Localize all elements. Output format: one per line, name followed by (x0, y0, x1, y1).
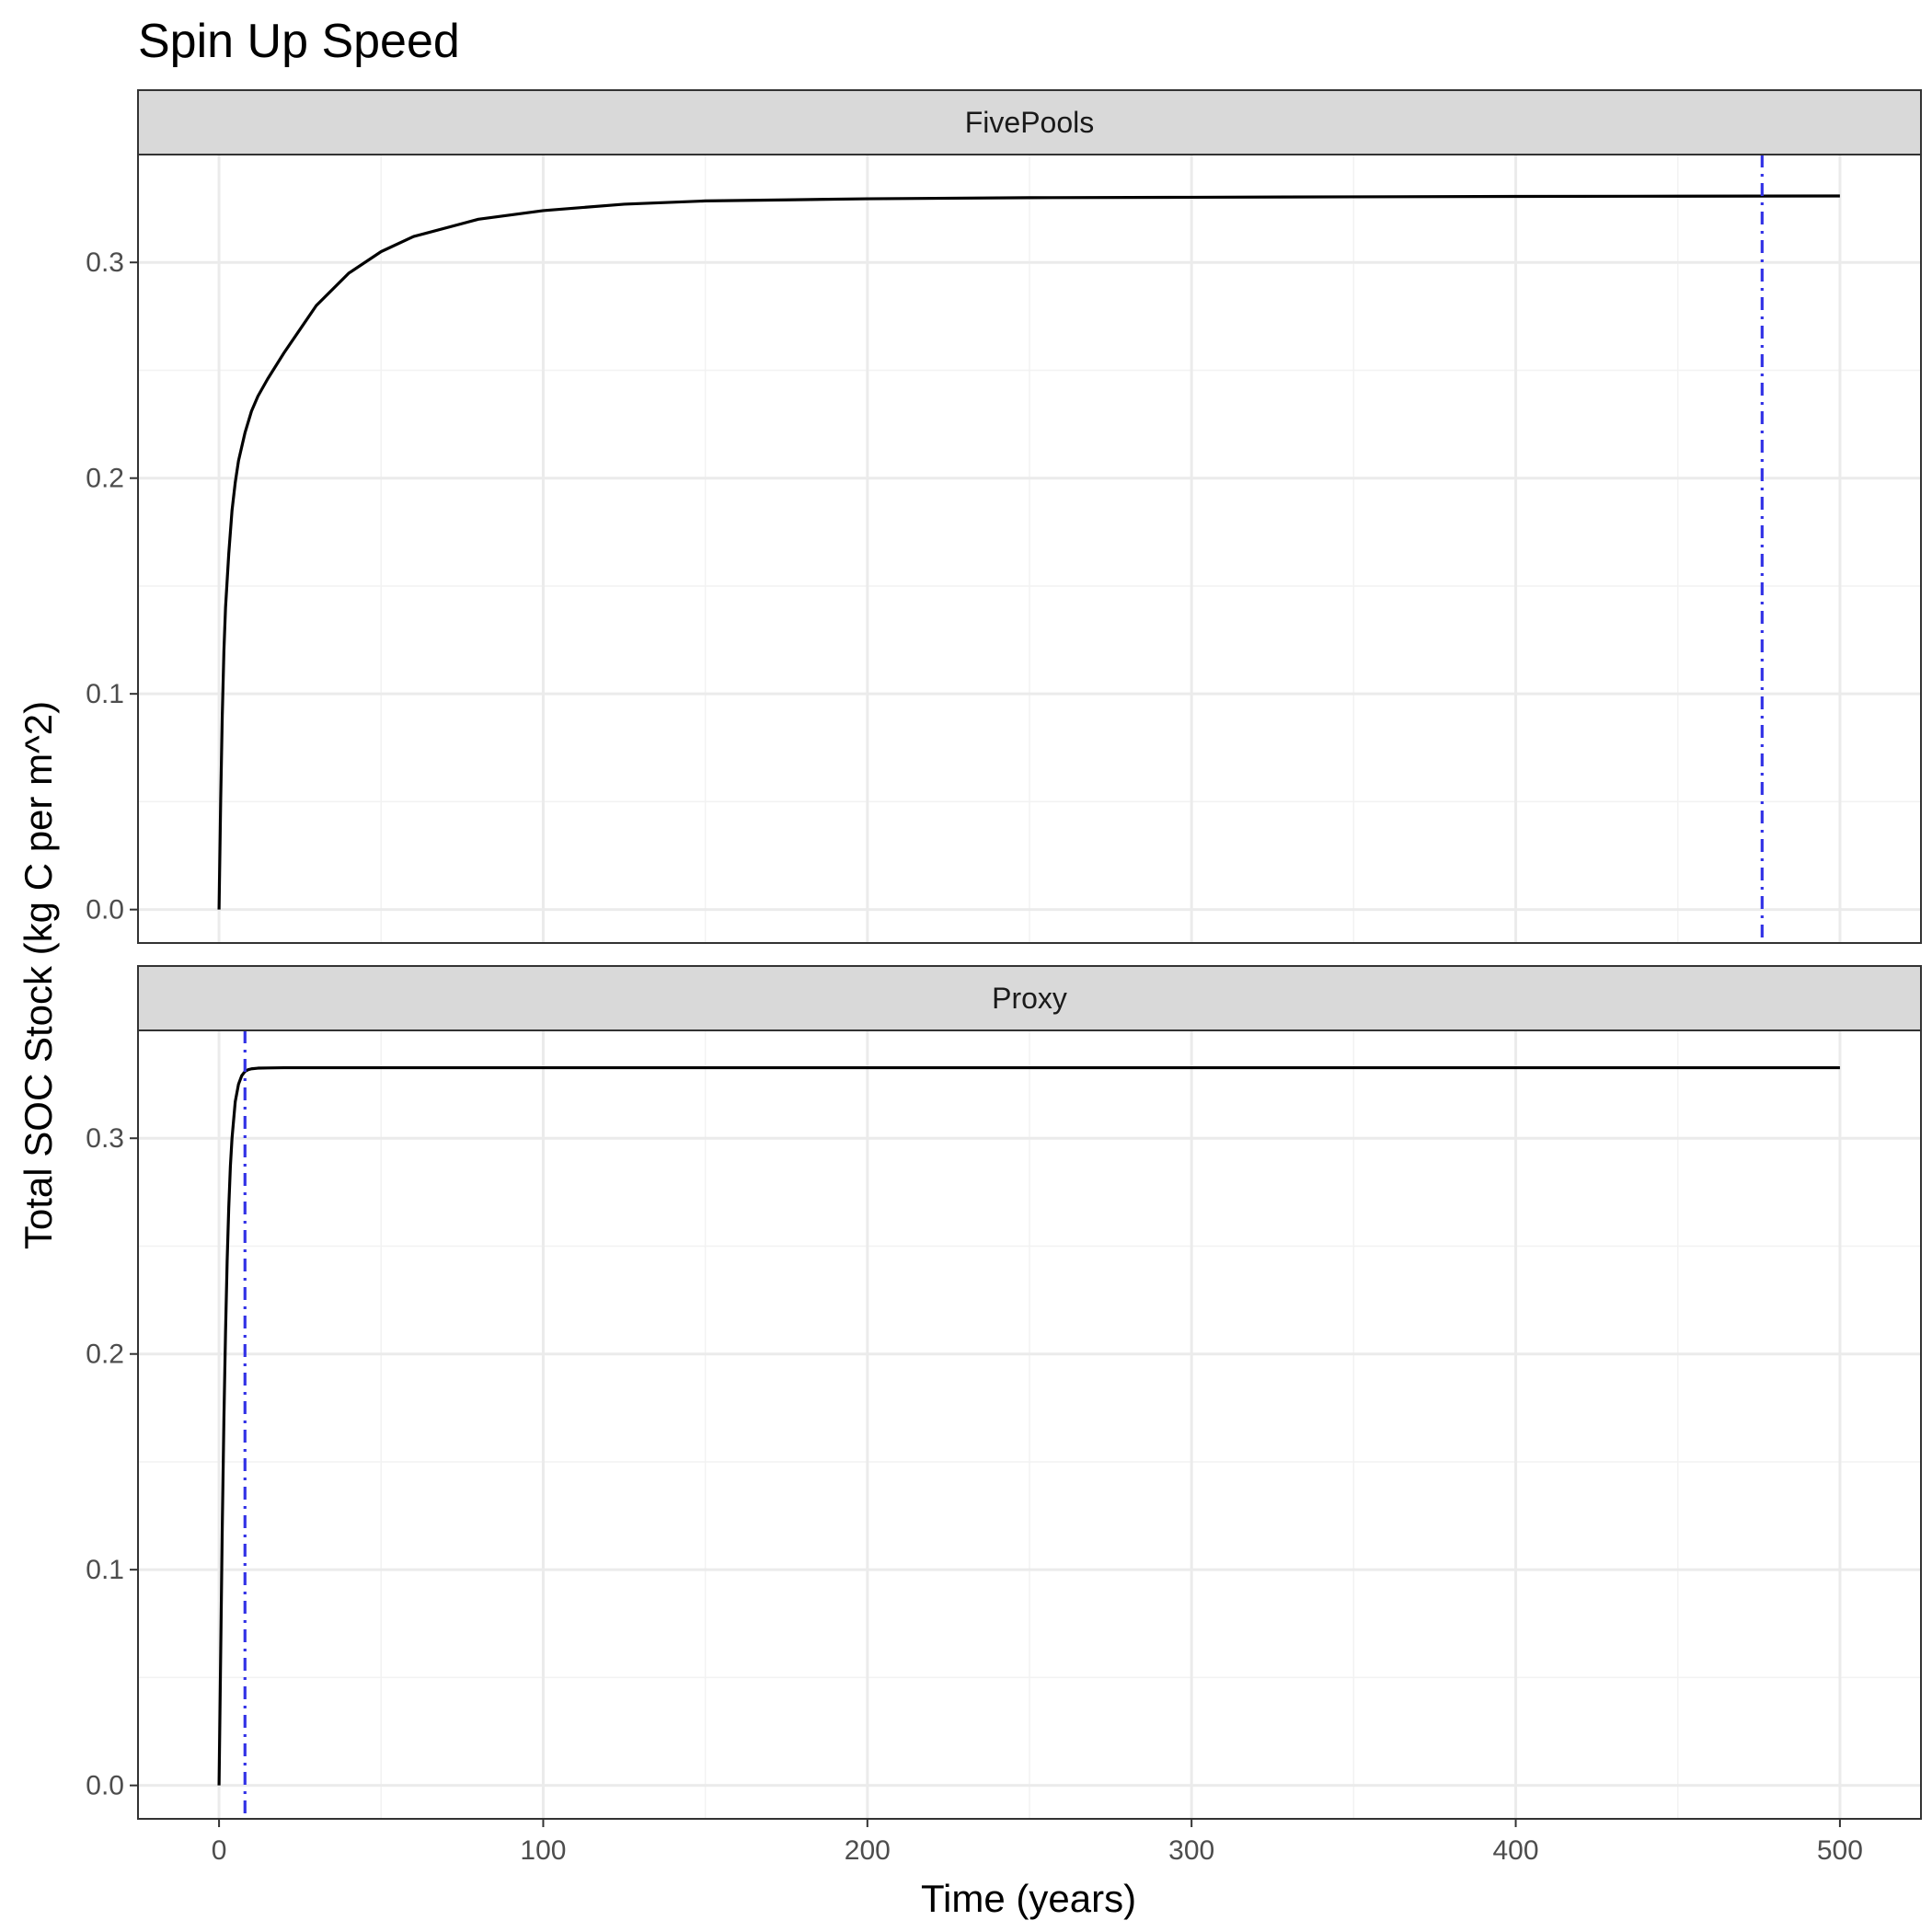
y-tick-label: 0.1 (86, 679, 124, 709)
y-tick-label: 0.2 (86, 1340, 124, 1370)
panel-fivepools: FivePools 0.0 0.1 0.2 0.3 (86, 89, 1922, 944)
facet-label-proxy: Proxy (992, 982, 1067, 1015)
facet-label-fivepools: FivePools (965, 106, 1095, 139)
panel-border-fivepools (137, 154, 1922, 944)
y-tick-label: 0.2 (86, 464, 124, 494)
panel-proxy: Proxy 0.0 0.1 0.2 0.3 (86, 965, 1922, 1820)
y-axis-title: Total SOC Stock (kg C per m^2) (17, 701, 60, 1249)
facet-panels: FivePools 0.0 0.1 0.2 0.3 Proxy 0.0 0.1 0.2 0.3 (86, 89, 1922, 1820)
series-line-fivepools (217, 194, 1840, 910)
chart-title: Spin Up Speed (138, 15, 460, 68)
y-axis-proxy: 0.0 0.1 0.2 0.3 (86, 1123, 138, 1801)
x-axis-title: Time (years) (921, 1877, 1136, 1920)
y-tick-label: 0.0 (86, 895, 124, 926)
x-tick-label: 100 (520, 1835, 566, 1866)
gridlines-proxy (138, 1030, 1921, 1819)
x-tick-label: 0 (212, 1835, 227, 1866)
y-tick-label: 0.3 (86, 247, 124, 278)
x-axis: 0 100 200 300 400 500 (212, 1819, 1863, 1866)
series-line-proxy (217, 1065, 1840, 1786)
x-tick-label: 500 (1817, 1835, 1863, 1866)
x-tick-label: 200 (845, 1835, 891, 1866)
panel-border-proxy (137, 1029, 1922, 1820)
y-tick-label: 0.3 (86, 1123, 124, 1154)
facet-strip-proxy (137, 965, 1922, 1031)
y-axis-fivepools: 0.0 0.1 0.2 0.3 (86, 247, 138, 926)
y-tick-label: 0.0 (86, 1771, 124, 1801)
y-tick-label: 0.1 (86, 1555, 124, 1585)
facet-strip-fivepools (137, 89, 1922, 155)
gridlines-fivepools (138, 155, 1921, 943)
x-tick-label: 300 (1168, 1835, 1214, 1866)
x-tick-label: 400 (1493, 1835, 1539, 1866)
